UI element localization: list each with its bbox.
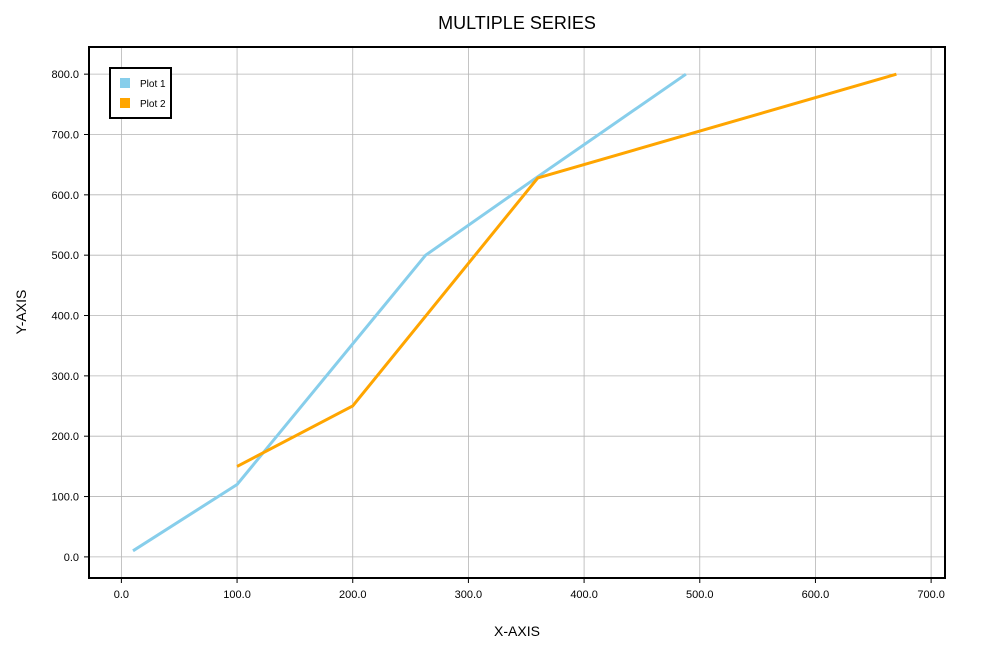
y-tick-label: 500.0 bbox=[51, 250, 79, 262]
legend-swatch-plot-2 bbox=[120, 98, 130, 108]
ticks: 0.0 100.0 200.0 300.0 400.0 500.0 600.0 700.0 0.… bbox=[51, 69, 944, 601]
y-tick-label: 0.0 bbox=[64, 552, 79, 564]
x-tick-label: 600.0 bbox=[802, 589, 830, 601]
chart-title: MULTIPLE SERIES bbox=[438, 13, 596, 33]
x-tick-label: 100.0 bbox=[223, 589, 251, 601]
x-axis-title: X-AXIS bbox=[494, 623, 540, 639]
legend: Plot 1 Plot 2 bbox=[109, 67, 172, 119]
y-tick-label: 200.0 bbox=[51, 431, 79, 443]
x-tick-label: 700.0 bbox=[917, 589, 945, 601]
legend-label-plot-2: Plot 2 bbox=[140, 99, 166, 110]
plot-frame bbox=[88, 46, 946, 579]
legend-label-plot-1: Plot 1 bbox=[140, 79, 166, 90]
y-tick-label: 700.0 bbox=[51, 129, 79, 141]
y-tick-label: 400.0 bbox=[51, 311, 79, 323]
series-line-plot-2 bbox=[236, 72, 897, 468]
y-tick-label: 800.0 bbox=[51, 69, 79, 81]
series-line-plot-1 bbox=[132, 72, 687, 553]
legend-box bbox=[109, 67, 172, 119]
x-tick-label: 500.0 bbox=[686, 589, 714, 601]
y-tick-label: 300.0 bbox=[51, 371, 79, 383]
grid bbox=[89, 47, 945, 578]
legend-swatch-plot-1 bbox=[120, 78, 130, 88]
x-tick-label: 300.0 bbox=[455, 589, 483, 601]
series-layer bbox=[132, 72, 897, 553]
y-axis-title: Y-AXIS bbox=[13, 290, 29, 335]
x-tick-label: 0.0 bbox=[114, 589, 129, 601]
x-tick-label: 200.0 bbox=[339, 589, 367, 601]
y-tick-label: 100.0 bbox=[51, 492, 79, 504]
y-tick-label: 600.0 bbox=[51, 190, 79, 202]
x-tick-label: 400.0 bbox=[570, 589, 598, 601]
